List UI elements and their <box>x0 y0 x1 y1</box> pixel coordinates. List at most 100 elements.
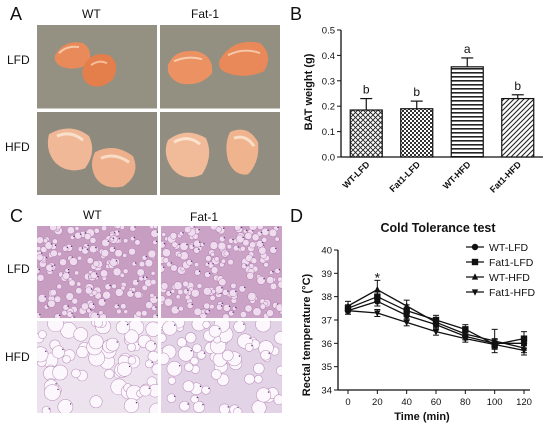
adipocyte <box>135 310 142 317</box>
adipocyte <box>266 276 275 285</box>
adipocyte <box>117 361 132 377</box>
adipocyte <box>144 259 153 268</box>
adipocyte <box>241 263 248 270</box>
adipocyte <box>65 292 74 301</box>
adipocyte <box>196 283 203 289</box>
cell-nucleus <box>115 260 118 262</box>
legend-label-fat1-hfd: Fat1-HFD <box>489 287 536 299</box>
adipocyte <box>203 287 212 296</box>
adipocyte <box>41 406 51 413</box>
adipocyte <box>186 302 194 309</box>
temp-x-tick-label: 80 <box>460 397 471 408</box>
adipocyte <box>233 321 246 333</box>
adipocyte <box>141 310 148 317</box>
adipocyte <box>134 291 142 299</box>
bat-y-tick-label: 0.4 <box>322 51 335 62</box>
adipocyte <box>170 305 180 315</box>
adipocyte <box>180 266 185 272</box>
cell-nucleus <box>109 284 111 287</box>
adipocyte <box>209 241 219 250</box>
adipocyte <box>101 238 110 247</box>
adipocyte <box>244 373 255 385</box>
adipocyte <box>88 334 104 350</box>
adipocyte <box>81 302 89 311</box>
cell-nucleus <box>205 313 207 315</box>
cell-nucleus <box>192 245 195 247</box>
bat-x-tick-label: WT-LFD <box>341 159 372 190</box>
adipocyte <box>261 237 268 243</box>
adipocyte <box>229 289 238 298</box>
cell-nucleus <box>245 264 247 266</box>
adipocyte <box>202 321 211 329</box>
adipocyte <box>37 246 42 252</box>
cell-nucleus <box>71 312 73 314</box>
cell-nucleus <box>196 396 199 399</box>
adipocyte <box>182 288 189 295</box>
histology-fat1-lfd <box>161 226 282 318</box>
adipocyte <box>171 241 178 248</box>
adipocyte <box>214 256 220 262</box>
adipocyte <box>179 241 189 251</box>
adipocyte <box>111 283 117 289</box>
bat-y-tick-label: 0.2 <box>322 102 335 113</box>
cell-nucleus <box>221 302 223 305</box>
cell-nucleus <box>198 241 201 243</box>
adipocyte <box>38 330 47 339</box>
adipocyte <box>149 293 155 299</box>
adipocyte <box>62 355 71 364</box>
cell-nucleus <box>142 276 144 279</box>
adipocyte <box>165 290 172 297</box>
temp-x-tick-label: 60 <box>431 397 442 408</box>
panel-a-col-fat1: Fat-1 <box>191 7 220 21</box>
bat-x-tick-label: WT-HFD <box>441 159 473 191</box>
adipocyte <box>256 387 272 403</box>
cell-nucleus <box>187 403 189 405</box>
cell-nucleus <box>126 323 129 326</box>
adipocyte <box>223 250 230 257</box>
adipocyte <box>84 233 92 241</box>
cell-nucleus <box>267 391 270 393</box>
cell-nucleus <box>277 226 279 229</box>
adipocyte <box>161 282 169 290</box>
adipocyte <box>260 350 271 361</box>
temp-x-tick-label: 0 <box>345 397 350 408</box>
cold-tolerance-x-axis-label: Time (min) <box>394 411 450 423</box>
adipocyte <box>132 279 139 286</box>
bat-y-tick-label: 0.5 <box>322 26 335 37</box>
adipocyte <box>73 327 88 342</box>
adipocyte <box>120 303 127 310</box>
adipocyte <box>54 295 62 303</box>
adipocyte <box>248 226 258 231</box>
temp-x-tick-label: 100 <box>487 397 503 408</box>
adipocyte <box>161 333 167 343</box>
adipocyte <box>169 232 178 240</box>
series-point-fat1-hfd <box>344 308 352 315</box>
adipocyte <box>57 399 74 413</box>
series-point-wt-hfd <box>403 302 410 309</box>
adipocyte <box>178 345 194 362</box>
adipocyte <box>127 342 137 352</box>
adipocyte <box>54 313 61 318</box>
adipocyte <box>210 369 222 380</box>
adipocyte <box>162 321 178 336</box>
adipocyte <box>123 238 129 244</box>
histology-wt-lfd <box>37 226 158 318</box>
cell-nucleus <box>218 328 221 330</box>
adipocyte <box>209 294 216 301</box>
cold-tolerance-line-chart: Cold Tolerance test 34 35 36 37 38 39 40 0 20 40 6… <box>301 221 536 423</box>
adipocyte <box>273 394 282 405</box>
adipocyte <box>141 254 148 261</box>
adipocyte <box>119 272 125 278</box>
adipocyte <box>251 400 267 413</box>
adipocyte <box>250 257 258 264</box>
histology-fat1-hfd <box>161 321 282 413</box>
cell-nucleus <box>238 355 241 357</box>
temp-x-tick-label: 20 <box>372 397 383 408</box>
adipocyte <box>62 272 70 280</box>
bat-bar-wt-hfd <box>450 66 484 158</box>
legend-marker-wt-hfd <box>471 273 479 280</box>
cell-nucleus <box>235 306 237 309</box>
bat-significance-letter: b <box>363 83 370 97</box>
adipocyte <box>93 227 100 234</box>
cell-nucleus <box>227 290 229 292</box>
